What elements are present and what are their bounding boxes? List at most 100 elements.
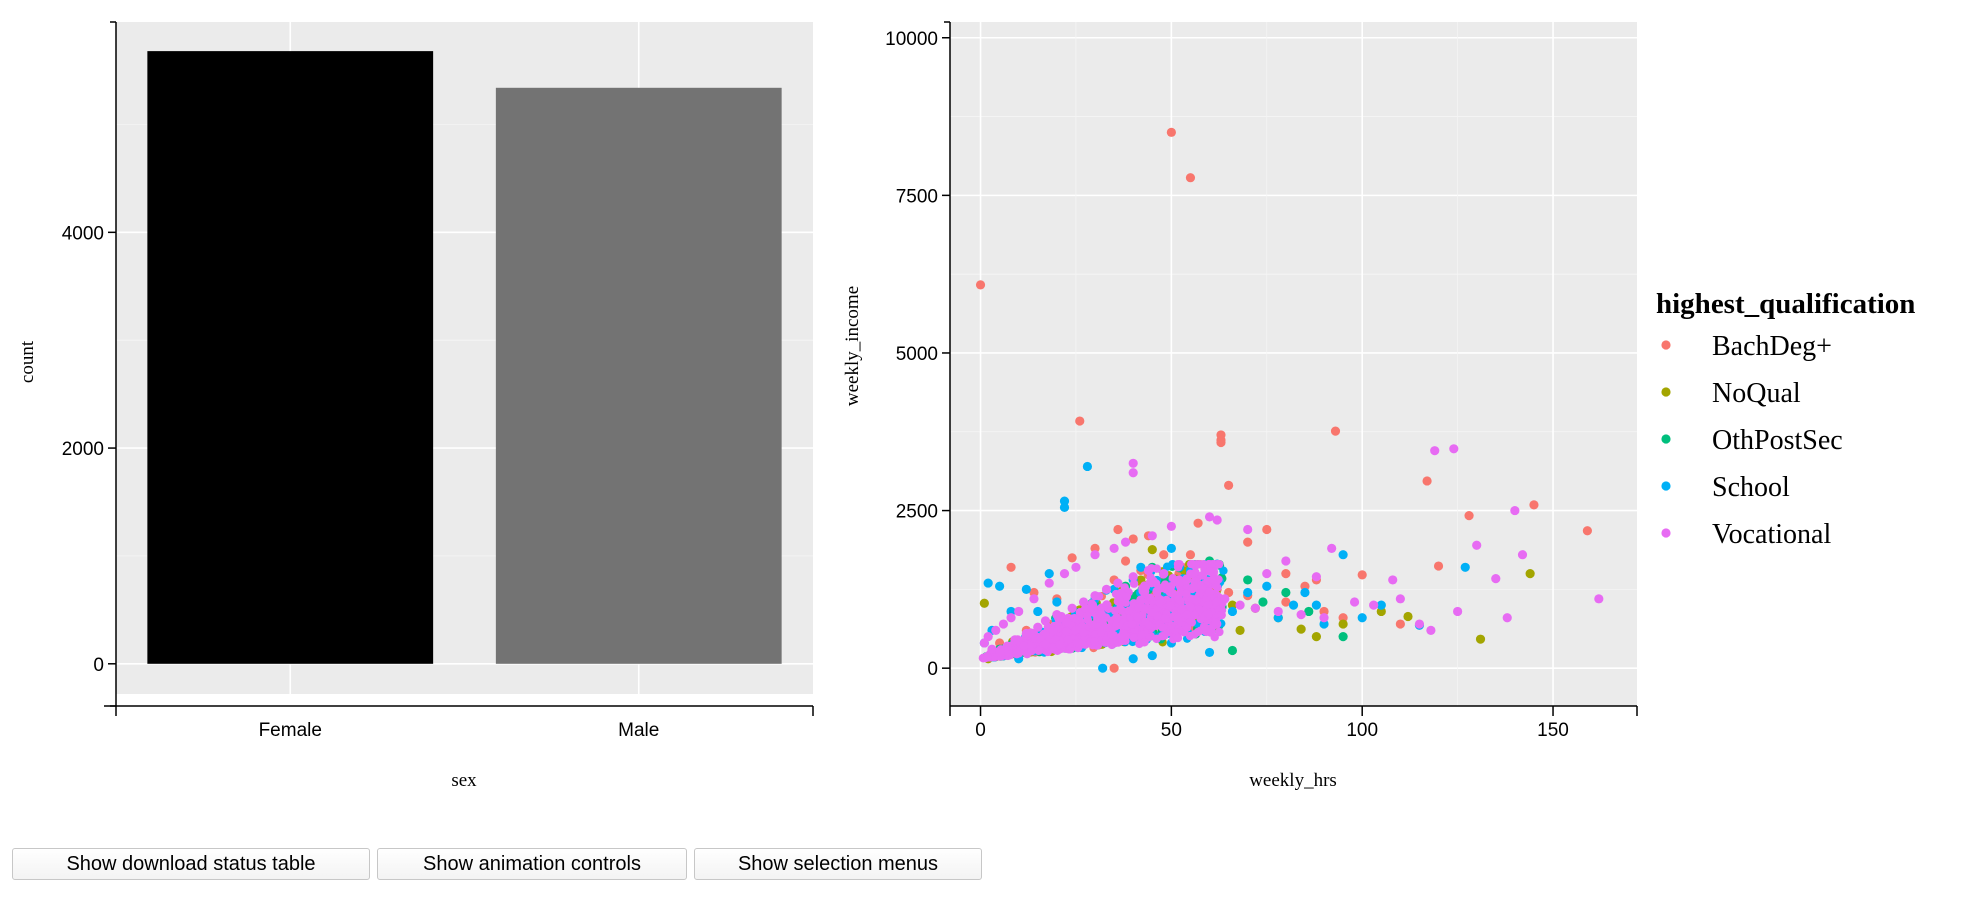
scatter-point — [1021, 628, 1031, 639]
scatter-point — [1033, 622, 1043, 632]
scatter-point — [1186, 603, 1196, 612]
scatter-x-axis-title: weekly_hrs — [1249, 770, 1337, 791]
scatter-point — [1273, 613, 1283, 623]
scatter-point — [1127, 620, 1137, 629]
scatter-point — [1033, 606, 1043, 617]
scatter-point — [1376, 600, 1386, 610]
scatter-point — [1204, 587, 1215, 598]
scatter-point — [1044, 578, 1054, 588]
scatter-point — [1188, 559, 1197, 569]
scatter-point — [1120, 556, 1131, 566]
scatter-point — [1079, 628, 1088, 637]
scatter-point — [1128, 654, 1138, 664]
scatter-point — [1319, 613, 1329, 623]
control-buttons: Show download status table Show animatio… — [12, 848, 982, 880]
scatter-point — [1243, 537, 1253, 547]
scatter-point — [987, 644, 997, 654]
scatter-point — [1517, 550, 1528, 560]
scatter-point — [1090, 543, 1100, 553]
scatter-point — [1449, 444, 1459, 454]
scatter-point — [1036, 634, 1045, 643]
scatter-point — [1168, 589, 1177, 598]
scatter-point — [1529, 500, 1539, 510]
scatter-plot-background — [950, 22, 1637, 706]
scatter-point — [1067, 603, 1077, 613]
scatter-point — [1098, 663, 1108, 673]
scatter-point — [1059, 496, 1070, 506]
scatter-point — [983, 653, 992, 662]
scatter-point — [1327, 543, 1337, 553]
scatter-point — [1510, 505, 1520, 516]
scatter-point — [1109, 663, 1119, 673]
scatter-point — [1189, 581, 1199, 591]
scatter-point — [979, 638, 989, 648]
legend-key-school — [1661, 481, 1671, 491]
scatter-point — [1116, 633, 1125, 642]
scatter-y-axis-title: weekly_income — [842, 286, 863, 406]
scatter-point — [1006, 562, 1016, 572]
scatter-point — [1147, 650, 1157, 661]
scatter-point — [1376, 606, 1386, 617]
legend-label: OthPostSec — [1712, 425, 1843, 456]
show-selection-menus-button[interactable]: Show selection menus — [694, 848, 982, 880]
scatter-point — [1219, 566, 1228, 575]
scatter-point — [1311, 632, 1321, 642]
legend-label: BachDeg+ — [1712, 331, 1832, 362]
scatter-point — [1414, 619, 1425, 629]
scatter-point — [1224, 480, 1234, 490]
scatter-point — [1475, 634, 1486, 644]
scatter-point — [1220, 594, 1230, 604]
scatter-point — [1167, 581, 1176, 591]
scatter-point — [1195, 605, 1204, 615]
scatter-point — [1525, 569, 1535, 579]
scatter-point — [1388, 575, 1398, 585]
scatter-point — [1395, 619, 1405, 629]
scatter-point — [1044, 569, 1054, 579]
scatter-point — [1288, 600, 1299, 610]
bar-y-ticks: 0 2000 4000 — [62, 223, 116, 676]
scatter-point — [1311, 600, 1321, 610]
scatter-point — [1041, 639, 1050, 649]
bar-x-ticks: Female Male — [259, 720, 660, 741]
scatter-point — [1273, 606, 1283, 617]
scatter-point — [1182, 589, 1191, 598]
scatter-point — [1204, 647, 1215, 658]
bar-chart: 0 2000 4000 Female Male sex count — [17, 21, 814, 791]
scatter-point — [1185, 173, 1196, 183]
scatter-point — [1075, 416, 1085, 426]
scatter-point — [1107, 630, 1117, 639]
scatter-point — [1262, 524, 1272, 535]
scatter-point — [1090, 591, 1100, 601]
scatter-point — [1203, 600, 1213, 610]
scatter-point — [1158, 623, 1167, 632]
scatter-point — [1136, 562, 1146, 572]
legend-items: BachDeg+ NoQual OthPostSec School Vocational — [1661, 331, 1843, 550]
scatter-point — [1281, 569, 1291, 579]
scatter-point — [1205, 566, 1214, 576]
bar-y-axis-title: count — [17, 340, 38, 383]
scatter-point — [1235, 625, 1245, 635]
scatter-point — [1357, 613, 1367, 623]
scatter-point — [1147, 531, 1157, 541]
scatter-point — [1083, 615, 1092, 624]
scatter-point — [1128, 572, 1138, 582]
scatter-point — [1395, 594, 1405, 604]
scatter-axes — [944, 21, 1638, 716]
scatter-point — [1128, 534, 1138, 544]
scatter-point — [1211, 618, 1220, 627]
show-download-status-table-button[interactable]: Show download status table — [12, 848, 370, 880]
scatter-point — [1078, 597, 1089, 607]
scatter-point — [1212, 515, 1222, 525]
scatter-point — [1006, 613, 1016, 623]
scatter-point — [1101, 584, 1112, 594]
scatter-point — [1116, 588, 1126, 598]
scatter-y-tick-label: 0 — [927, 659, 938, 680]
show-animation-controls-button[interactable]: Show animation controls — [377, 848, 687, 880]
scatter-point — [1152, 586, 1161, 596]
scatter-point — [1199, 622, 1209, 631]
scatter-x-tick-label: 100 — [1346, 720, 1378, 741]
scatter-point — [1120, 537, 1131, 547]
scatter-point — [1296, 624, 1306, 634]
scatter-point — [1472, 540, 1482, 550]
scatter-point — [1227, 606, 1238, 617]
